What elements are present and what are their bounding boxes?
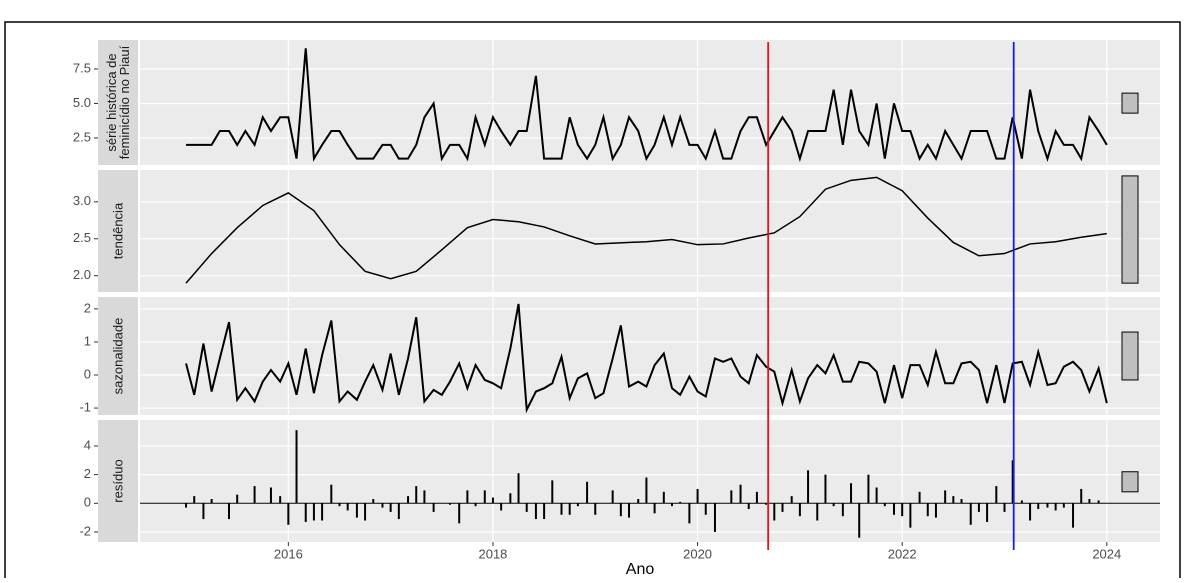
y-tick-label: 2 (84, 466, 91, 481)
y-tick-label: 3.0 (73, 193, 91, 208)
y-tick-label: 1 (84, 333, 91, 348)
strip-label: resíduo (110, 459, 125, 502)
strip-label: série histórica de (104, 53, 119, 151)
x-tick-label: 2022 (888, 546, 917, 561)
y-tick-label: -1 (79, 399, 91, 414)
y-tick-label: 4 (84, 437, 91, 452)
series-line (185, 303, 1108, 414)
strip-label: feminicídio no Piauí (117, 45, 132, 159)
panel (140, 170, 1160, 292)
x-tick-label: 2016 (274, 546, 303, 561)
strip (98, 420, 138, 542)
y-tick-label: 0 (84, 495, 91, 510)
y-tick-label: 5.0 (73, 95, 91, 110)
panel (140, 297, 1160, 415)
y-tick-label: 0 (84, 366, 91, 381)
strip-label: sazonalidade (110, 318, 125, 395)
strip-label: tendência (110, 202, 125, 259)
range-bar (1121, 175, 1139, 284)
strip (98, 40, 138, 165)
range-bar (1121, 471, 1139, 493)
series-line (186, 48, 1108, 163)
y-tick-label: 7.5 (73, 60, 91, 75)
panel (140, 420, 1160, 542)
y-tick-label: 2 (84, 300, 91, 315)
x-tick-label: 2020 (683, 546, 712, 561)
x-tick-label: 2024 (1092, 546, 1121, 561)
series-line (185, 176, 1107, 284)
range-bar (1121, 331, 1139, 381)
range-bar (1121, 92, 1139, 114)
x-tick-label: 2018 (478, 546, 507, 561)
x-axis-title: Ano (626, 561, 655, 578)
y-tick-label: 2.5 (73, 129, 91, 144)
strip (98, 297, 138, 415)
y-tick-label: -2 (79, 523, 91, 538)
y-tick-label: 2.0 (73, 267, 91, 282)
y-tick-label: 2.5 (73, 230, 91, 245)
strip (98, 170, 138, 292)
